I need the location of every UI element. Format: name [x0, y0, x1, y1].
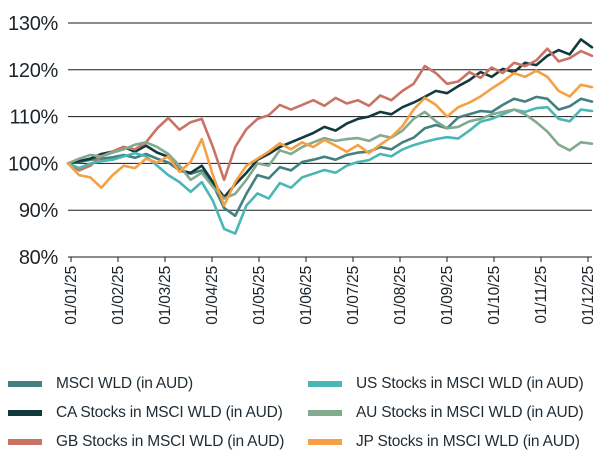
y-tick-label: 120% — [8, 60, 58, 82]
legend-label-msci-wld: MSCI WLD (in AUD) — [56, 374, 193, 392]
x-tick-label: 01/08/25 — [392, 266, 409, 325]
legend-item-msci-wld: MSCI WLD (in AUD) — [8, 369, 308, 398]
legend-item-ca-stocks: CA Stocks in MSCI WLD (in AUD) — [8, 398, 308, 427]
legend-swatch-gb-stocks — [8, 438, 42, 445]
legend-column-right: US Stocks in MSCI WLD (in AUD) AU Stocks… — [308, 369, 610, 456]
x-tick-label: 01/05/25 — [251, 266, 268, 325]
legend-column-left: MSCI WLD (in AUD) CA Stocks in MSCI WLD … — [8, 369, 308, 456]
x-tick-label: 01/02/25 — [110, 266, 127, 325]
x-tick-label: 01/11/25 — [533, 266, 550, 324]
legend-label-gb-stocks: GB Stocks in MSCI WLD (in AUD) — [56, 432, 285, 450]
y-tick-label: 90% — [19, 200, 59, 222]
legend-label-ca-stocks: CA Stocks in MSCI WLD (in AUD) — [56, 403, 283, 421]
x-tick-label: 01/07/25 — [345, 266, 362, 325]
series-lines-group — [66, 38, 594, 235]
legend-swatch-ca-stocks — [8, 409, 42, 416]
series-line-au — [66, 108, 594, 200]
series-line-ca — [66, 38, 594, 199]
x-tick-label: 01/12/25 — [580, 266, 597, 325]
legend-swatch-jp-stocks — [308, 438, 342, 445]
x-tick-label: 01/04/25 — [204, 266, 221, 325]
legend-label-us-stocks: US Stocks in MSCI WLD (in AUD) — [356, 374, 584, 392]
y-tick-label: 100% — [8, 153, 58, 175]
x-tick-label: 01/09/25 — [439, 266, 456, 325]
legend-item-jp-stocks: JP Stocks in MSCI WLD (in AUD) — [308, 427, 610, 456]
legend-item-us-stocks: US Stocks in MSCI WLD (in AUD) — [308, 369, 610, 398]
y-tick-label: 80% — [19, 247, 59, 269]
legend-item-au-stocks: AU Stocks in MSCI WLD (in AUD) — [308, 398, 610, 427]
legend-label-jp-stocks: JP Stocks in MSCI WLD (in AUD) — [356, 432, 580, 450]
y-tick-label: 130% — [8, 13, 58, 35]
series-line-msci — [66, 95, 594, 218]
x-tick-label: 01/10/25 — [486, 266, 503, 325]
x-tick-label: 01/06/25 — [298, 266, 315, 325]
legend-item-gb-stocks: GB Stocks in MSCI WLD (in AUD) — [8, 427, 308, 456]
x-tick-label: 01/03/25 — [157, 266, 174, 325]
axis-labels-group: 80% 90% 100% 110% 120% 130% 01/01/25 01/02/25 01… — [8, 13, 597, 325]
legend-swatch-au-stocks — [308, 409, 342, 416]
legend-label-au-stocks: AU Stocks in MSCI WLD (in AUD) — [356, 403, 584, 421]
series-line-jp — [66, 69, 594, 207]
chart-area: 80% 90% 100% 110% 120% 130% 01/01/25 01/02/25 01… — [8, 13, 597, 325]
y-tick-label: 110% — [10, 107, 59, 129]
x-tick-label: 01/01/25 — [63, 266, 80, 325]
axis-ticks-group — [70, 257, 589, 262]
series-line-gb — [66, 47, 594, 182]
series-line-us — [66, 105, 594, 235]
chart-legend: MSCI WLD (in AUD) CA Stocks in MSCI WLD … — [0, 369, 610, 456]
chart-svg: 80% 90% 100% 110% 120% 130% 01/01/25 01/02/25 01… — [8, 13, 597, 325]
legend-swatch-msci-wld — [8, 380, 42, 387]
legend-swatch-us-stocks — [308, 380, 342, 387]
